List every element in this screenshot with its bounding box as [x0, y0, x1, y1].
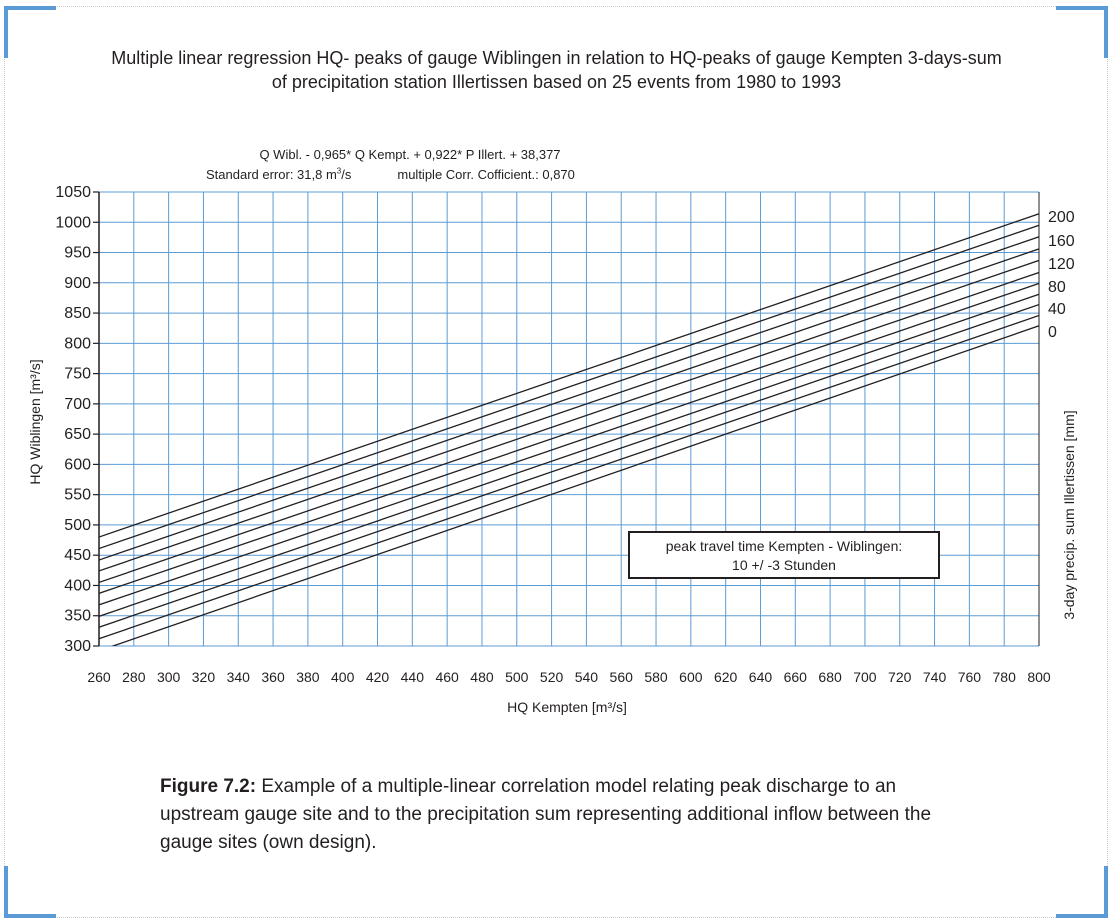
- y-tick-label-1000: 1000: [55, 214, 91, 231]
- y-tick-label-600: 600: [64, 456, 91, 473]
- y-tick-label-850: 850: [64, 305, 91, 322]
- travel-time-annotation: peak travel time Kempten - Wiblingen: 10…: [628, 531, 940, 579]
- y-tick-label-950: 950: [64, 245, 91, 262]
- x-tick-label-360: 360: [261, 669, 285, 685]
- corner-accent-top-left-v: [4, 6, 8, 58]
- chart-axes: [93, 191, 1040, 647]
- y-tick-label-550: 550: [64, 487, 91, 504]
- figure-caption-text: Example of a multiple-linear correlation…: [160, 776, 932, 853]
- chart-title-line2: of precipitation station Illertissen bas…: [271, 72, 842, 92]
- y-tick-label-350: 350: [64, 608, 91, 625]
- x-tick-label-300: 300: [157, 669, 181, 685]
- series-line-p60: [99, 293, 1039, 617]
- y-tick-label-450: 450: [64, 547, 91, 564]
- corner-accent-top-left: [4, 6, 56, 10]
- x-tick-label-320: 320: [192, 669, 216, 685]
- corner-accent-bottom-right-h: [1056, 914, 1108, 918]
- right-tick-labels: 200 160 120 80 40 0: [1048, 209, 1075, 341]
- x-tick-label-440: 440: [401, 669, 425, 685]
- annotation-line2: 10 +/ -3 Stunden: [732, 557, 836, 573]
- regression-stats: Standard error: 31,8 m3/s multiple Corr. …: [180, 163, 640, 183]
- series-line-p20: [99, 314, 1039, 640]
- x-tick-label-800: 800: [1027, 669, 1051, 685]
- regression-equation: Q Wibl. - 0,965* Q Kempt. + 0,922* P Ill…: [259, 147, 561, 162]
- x-tick-label-640: 640: [749, 669, 773, 685]
- x-tick-label-280: 280: [122, 669, 146, 685]
- corner-accent-top-right: [1056, 6, 1108, 10]
- regression-formula: Q Wibl. - 0,965* Q Kempt. + 0,922* P Ill…: [180, 146, 640, 183]
- corner-accent-bottom-left-h: [4, 914, 56, 918]
- chart-title-line1: Multiple linear regression HQ- peaks of …: [111, 48, 1002, 68]
- y-tick-label-300: 300: [64, 638, 91, 655]
- figure-label: Figure 7.2:: [160, 776, 257, 797]
- annotation-line1: peak travel time Kempten - Wiblingen:: [666, 538, 903, 554]
- y-tick-label-900: 900: [64, 275, 91, 292]
- x-tick-label-660: 660: [784, 669, 808, 685]
- x-tick-label-400: 400: [331, 669, 355, 685]
- x-tick-label-540: 540: [575, 669, 599, 685]
- x-tick-label-520: 520: [540, 669, 564, 685]
- x-tick-label-740: 740: [923, 669, 947, 685]
- y-tick-label-400: 400: [64, 577, 91, 594]
- series-line-p200: [99, 213, 1039, 538]
- x-tick-label-480: 480: [470, 669, 494, 685]
- y-tick-label-500: 500: [64, 517, 91, 534]
- x-tick-label-620: 620: [714, 669, 738, 685]
- y2-axis-label: 3-day precip. sum Illertissen [mm]: [1061, 410, 1077, 619]
- x-tick-label-340: 340: [227, 669, 251, 685]
- series-line-p160: [99, 236, 1039, 561]
- corner-accent-top-right-v: [1104, 6, 1108, 58]
- series-line-p120: [99, 259, 1039, 584]
- series-line-p100: [99, 271, 1039, 594]
- standard-error: Standard error: 31,8 m3/s: [206, 167, 352, 183]
- series-line-p180: [99, 224, 1039, 550]
- x-tick-label-420: 420: [366, 669, 390, 685]
- chart-title: Multiple linear regression HQ- peaks of …: [30, 46, 1083, 94]
- series-line-p0: [111, 325, 1039, 646]
- corner-accent-bottom-right: [1104, 866, 1108, 918]
- y-tick-label-750: 750: [64, 366, 91, 383]
- x-axis-label: HQ Kempten [m³/s]: [507, 699, 627, 715]
- right-tick-label-120: 120: [1048, 256, 1075, 273]
- annotation-box: [628, 531, 940, 579]
- series-line-p80: [99, 282, 1039, 606]
- corner-accent-bottom-left: [4, 866, 8, 918]
- multiple-corr-coefficient: multiple Corr. Cofficient.: 0,870: [397, 167, 575, 183]
- right-tick-label-80: 80: [1048, 279, 1066, 296]
- y-axis-label: HQ Wiblingen [m³/s]: [27, 359, 43, 484]
- right-tick-label-0: 0: [1048, 324, 1057, 341]
- series-line-p140: [99, 248, 1039, 572]
- x-tick-label-680: 680: [818, 669, 842, 685]
- figure-caption: Figure 7.2: Example of a multiple-linear…: [160, 773, 960, 857]
- right-tick-label-160: 160: [1048, 233, 1075, 250]
- x-tick-label-460: 460: [435, 669, 459, 685]
- x-tick-label-780: 780: [993, 669, 1017, 685]
- x-tick-label-760: 760: [958, 669, 982, 685]
- y-tick-label-800: 800: [64, 335, 91, 352]
- chart-series: [99, 213, 1039, 646]
- figure-frame: [4, 6, 1108, 918]
- right-tick-label-40: 40: [1048, 301, 1066, 318]
- x-tick-label-560: 560: [610, 669, 634, 685]
- x-tick-label-720: 720: [888, 669, 912, 685]
- x-tick-labels: 260 280 300 320 340 360 380 400 420 440 460 480 500 5…: [87, 669, 1051, 685]
- series-line-p40: [99, 303, 1039, 628]
- y-tick-labels: 300 350 400 450 500 550 600 650 700 750 800 850 900 9…: [55, 184, 91, 655]
- x-tick-label-600: 600: [679, 669, 703, 685]
- y-tick-label-650: 650: [64, 426, 91, 443]
- y-tick-label-1050: 1050: [55, 184, 91, 201]
- x-tick-label-260: 260: [87, 669, 111, 685]
- x-tick-label-700: 700: [853, 669, 877, 685]
- x-tick-label-500: 500: [505, 669, 529, 685]
- y-tick-label-700: 700: [64, 396, 91, 413]
- right-tick-label-200: 200: [1048, 209, 1075, 226]
- x-tick-label-580: 580: [644, 669, 668, 685]
- x-tick-label-380: 380: [296, 669, 320, 685]
